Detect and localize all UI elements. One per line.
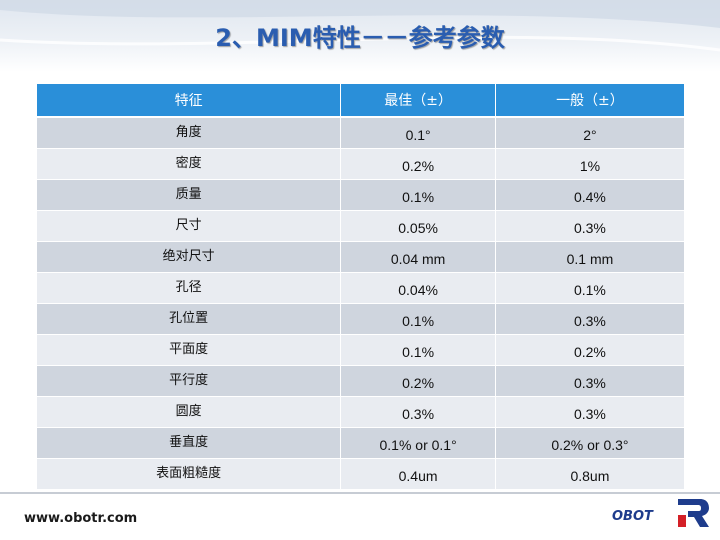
table-row: 圆度 0.3% 0.3% xyxy=(37,397,685,428)
slide-header-band xyxy=(0,0,720,72)
logo-r-mark-icon xyxy=(678,499,709,527)
table-row: 密度 0.2% 1% xyxy=(37,149,685,180)
footer-divider xyxy=(0,492,720,494)
best-cell: 0.1° xyxy=(341,118,496,149)
best-cell: 0.3% xyxy=(341,397,496,428)
table-row: 质量 0.1% 0.4% xyxy=(37,180,685,211)
table-row: 垂直度 0.1% or 0.1° 0.2% or 0.3° xyxy=(37,428,685,459)
best-value: 0.2% xyxy=(402,375,435,391)
best-value: 0.1% xyxy=(402,313,435,329)
table-row: 孔径 0.04% 0.1% xyxy=(37,273,685,304)
table-row: 角度 0.1° 2° xyxy=(37,118,685,149)
table-row: 绝对尺寸 0.04 mm 0.1 mm xyxy=(37,242,685,273)
table-row: 平面度 0.1% 0.2% xyxy=(37,335,685,366)
best-cell: 0.1% or 0.1° xyxy=(341,428,496,459)
header-swoosh-decoration xyxy=(0,0,720,52)
general-cell: 1% xyxy=(495,149,685,180)
feature-cell: 表面粗糙度 xyxy=(37,459,342,490)
feature-label: 绝对尺寸 xyxy=(162,248,215,264)
header-feature: 特征 xyxy=(37,84,342,118)
general-cell: 0.3% xyxy=(495,366,685,397)
best-value: 0.1% xyxy=(402,344,435,360)
feature-cell: 平行度 xyxy=(37,366,342,397)
best-value: 0.4um xyxy=(398,468,438,484)
feature-cell: 垂直度 xyxy=(37,428,342,459)
best-value: 0.04 mm xyxy=(390,251,446,267)
feature-label: 圆度 xyxy=(175,403,202,419)
feature-cell: 质量 xyxy=(37,180,342,211)
general-value: 0.3% xyxy=(573,406,606,422)
feature-cell: 孔位置 xyxy=(37,304,342,335)
slide-title: 2、MIM特性－－参考参数 xyxy=(215,24,505,52)
best-value: 0.04% xyxy=(398,282,438,298)
general-value: 0.3% xyxy=(573,220,606,236)
feature-label: 质量 xyxy=(175,186,202,202)
best-cell: 0.4um xyxy=(341,459,496,490)
general-value: 0.2% xyxy=(573,344,606,360)
general-value: 0.3% xyxy=(573,313,606,329)
best-cell: 0.1% xyxy=(341,304,496,335)
feature-cell: 密度 xyxy=(37,149,342,180)
general-cell: 0.4% xyxy=(495,180,685,211)
feature-cell: 角度 xyxy=(37,118,342,149)
general-value: 0.3% xyxy=(573,375,606,391)
best-value: 0.1% or 0.1° xyxy=(379,437,457,453)
feature-label: 孔位置 xyxy=(169,310,209,326)
table-row: 孔位置 0.1% 0.3% xyxy=(37,304,685,335)
general-value: 0.4% xyxy=(573,189,606,205)
feature-cell: 绝对尺寸 xyxy=(37,242,342,273)
best-value: 0.3% xyxy=(402,406,435,422)
table-row: 平行度 0.2% 0.3% xyxy=(37,366,685,397)
feature-label: 孔径 xyxy=(175,279,202,295)
feature-label: 表面粗糙度 xyxy=(156,465,222,481)
general-value: 1% xyxy=(579,158,601,174)
feature-label: 密度 xyxy=(175,155,202,171)
feature-cell: 尺寸 xyxy=(37,211,342,242)
logo-wordmark: OBOT xyxy=(612,509,653,524)
header-general: 一般（±） xyxy=(495,84,685,118)
feature-cell: 孔径 xyxy=(37,273,342,304)
best-cell: 0.05% xyxy=(341,211,496,242)
best-cell: 0.1% xyxy=(341,180,496,211)
general-cell: 0.2% xyxy=(495,335,685,366)
feature-cell: 圆度 xyxy=(37,397,342,428)
general-value: 0.1 mm xyxy=(566,251,614,267)
best-cell: 0.04 mm xyxy=(341,242,496,273)
parameters-table: 特征 最佳（±） 一般（±） 角度 0.1° 2° 密度 0.2% 1% 质量 … xyxy=(37,84,685,490)
best-value: 0.05% xyxy=(398,220,438,236)
general-cell: 0.8um xyxy=(495,459,685,490)
general-value: 0.2% or 0.3° xyxy=(551,437,629,453)
footer-website-link[interactable]: www.obotr.com xyxy=(24,511,138,526)
header-best: 最佳（±） xyxy=(341,84,496,118)
best-cell: 0.04% xyxy=(341,273,496,304)
general-cell: 0.3% xyxy=(495,304,685,335)
table-header-row: 特征 最佳（±） 一般（±） xyxy=(37,84,685,118)
best-cell: 0.2% xyxy=(341,149,496,180)
feature-label: 尺寸 xyxy=(175,217,202,233)
general-cell: 0.1 mm xyxy=(495,242,685,273)
feature-label: 平行度 xyxy=(169,372,209,388)
general-cell: 2° xyxy=(495,118,685,149)
general-value: 0.8um xyxy=(570,468,610,484)
feature-label: 角度 xyxy=(175,124,202,140)
feature-cell: 平面度 xyxy=(37,335,342,366)
general-cell: 0.3% xyxy=(495,397,685,428)
best-cell: 0.2% xyxy=(341,366,496,397)
feature-label: 垂直度 xyxy=(169,434,209,450)
general-cell: 0.3% xyxy=(495,211,685,242)
best-value: 0.1° xyxy=(405,127,431,143)
obotr-logo: OBOT xyxy=(612,497,712,529)
general-value: 2° xyxy=(583,127,597,143)
table-row: 表面粗糙度 0.4um 0.8um xyxy=(37,459,685,490)
general-value: 0.1% xyxy=(573,282,606,298)
best-value: 0.1% xyxy=(402,189,435,205)
general-cell: 0.2% or 0.3° xyxy=(495,428,685,459)
best-cell: 0.1% xyxy=(341,335,496,366)
table-row: 尺寸 0.05% 0.3% xyxy=(37,211,685,242)
best-value: 0.2% xyxy=(402,158,435,174)
feature-label: 平面度 xyxy=(169,341,209,357)
general-cell: 0.1% xyxy=(495,273,685,304)
